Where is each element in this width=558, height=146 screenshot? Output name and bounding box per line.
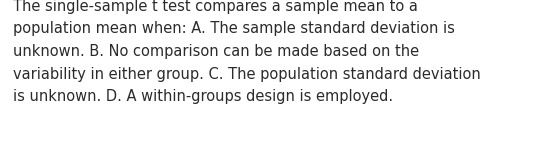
Text: unknown. B. No comparison can be made based on the: unknown. B. No comparison can be made ba… xyxy=(13,44,419,59)
Text: The single-sample t test compares a sample mean to a: The single-sample t test compares a samp… xyxy=(13,0,418,14)
Text: is unknown. D. A within-groups design is employed.: is unknown. D. A within-groups design is… xyxy=(13,89,393,104)
Text: population mean when: A. The sample standard deviation is: population mean when: A. The sample stan… xyxy=(13,21,455,36)
Text: variability in either group. C. The population standard deviation: variability in either group. C. The popu… xyxy=(13,66,481,81)
